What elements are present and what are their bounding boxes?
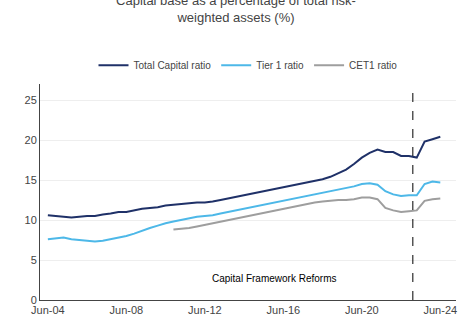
svg-text:10: 10 xyxy=(25,214,37,226)
svg-text:25: 25 xyxy=(25,94,37,106)
svg-text:Jun-20: Jun-20 xyxy=(345,304,379,316)
svg-text:Jun-12: Jun-12 xyxy=(188,304,222,316)
svg-text:Tier 1 ratio: Tier 1 ratio xyxy=(256,60,304,71)
svg-text:Jun-08: Jun-08 xyxy=(110,304,144,316)
svg-text:15: 15 xyxy=(25,174,37,186)
svg-text:5: 5 xyxy=(31,254,37,266)
svg-text:Total Capital ratio: Total Capital ratio xyxy=(134,60,212,71)
svg-text:Jun-16: Jun-16 xyxy=(266,304,300,316)
svg-text:Jun-04: Jun-04 xyxy=(31,304,65,316)
svg-text:20: 20 xyxy=(25,134,37,146)
svg-text:Jun-24: Jun-24 xyxy=(423,304,457,316)
svg-text:CET1 ratio: CET1 ratio xyxy=(349,60,397,71)
svg-text:0: 0 xyxy=(31,294,37,306)
svg-text:Capital Framework Reforms: Capital Framework Reforms xyxy=(212,273,336,284)
svg-text:Capital base as a percentage o: Capital base as a percentage of total ri… xyxy=(116,0,356,25)
